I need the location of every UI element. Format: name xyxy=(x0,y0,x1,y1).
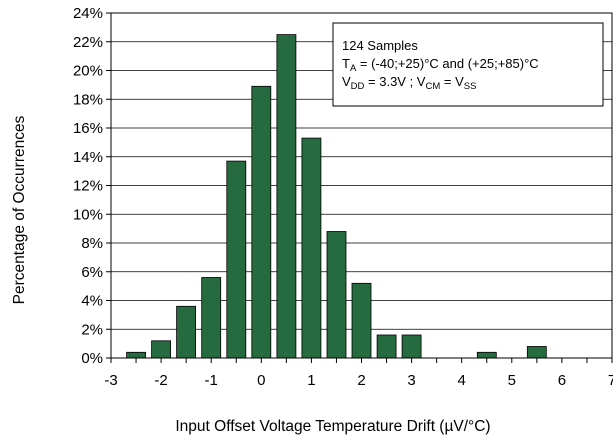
annotation-voltage: VDD = 3.3V ; VCM = VSS xyxy=(342,74,476,92)
bar xyxy=(226,160,247,359)
bar xyxy=(201,277,222,359)
y-tick-label: 2% xyxy=(81,321,103,338)
bar xyxy=(251,85,272,359)
x-tick-label: -2 xyxy=(154,372,167,389)
annotation-samples: 124 Samples xyxy=(342,38,418,53)
bar xyxy=(376,334,397,359)
x-tick-label: 1 xyxy=(307,372,315,389)
x-tick-label: -3 xyxy=(104,372,117,389)
y-tick-label: 20% xyxy=(73,63,103,80)
y-axis-title: Percentage of Occurrences xyxy=(11,115,28,304)
bar xyxy=(401,334,422,359)
y-tick-label: 14% xyxy=(73,149,103,166)
bar xyxy=(151,340,172,359)
y-tick-label: 8% xyxy=(81,235,103,252)
y-tick-label: 10% xyxy=(73,206,103,223)
bar xyxy=(351,282,372,359)
annotation-temperature: TA = (-40;+25)°C and (+25;+85)°C xyxy=(342,56,539,74)
y-tick-label: 0% xyxy=(81,350,103,367)
y-tick-label: 24% xyxy=(73,5,103,22)
y-tick-label: 12% xyxy=(73,178,103,195)
x-tick-label: 3 xyxy=(407,372,415,389)
y-tick-label: 22% xyxy=(73,34,103,51)
x-axis-ticks: -3 -2 -1 0 1 2 3 4 5 6 7 xyxy=(104,358,613,389)
annotation-box: 124 Samples TA = (-40;+25)°C and (+25;+8… xyxy=(332,22,604,107)
bar xyxy=(526,346,547,359)
bar xyxy=(126,351,146,359)
x-tick-label: 7 xyxy=(608,372,613,389)
y-axis-ticks: 0% 2% 4% 6% 8% 10% 12% 14% 16% 18% 20% 22% 24% xyxy=(73,5,111,367)
x-tick-label: 5 xyxy=(508,372,516,389)
bar xyxy=(176,305,197,359)
x-tick-label: 2 xyxy=(357,372,365,389)
x-tick-label: -1 xyxy=(205,372,218,389)
x-tick-label: 4 xyxy=(458,372,466,389)
bar xyxy=(301,137,322,359)
y-tick-label: 6% xyxy=(81,264,103,281)
x-axis-title: Input Offset Voltage Temperature Drift (… xyxy=(175,418,490,435)
y-tick-label: 18% xyxy=(73,91,103,108)
bars xyxy=(126,34,547,359)
x-tick-label: 6 xyxy=(558,372,566,389)
x-tick-label: 0 xyxy=(257,372,265,389)
bar xyxy=(326,231,347,359)
bar xyxy=(276,34,297,359)
y-tick-label: 16% xyxy=(73,120,103,137)
bar xyxy=(476,351,497,359)
y-tick-label: 4% xyxy=(81,293,103,310)
